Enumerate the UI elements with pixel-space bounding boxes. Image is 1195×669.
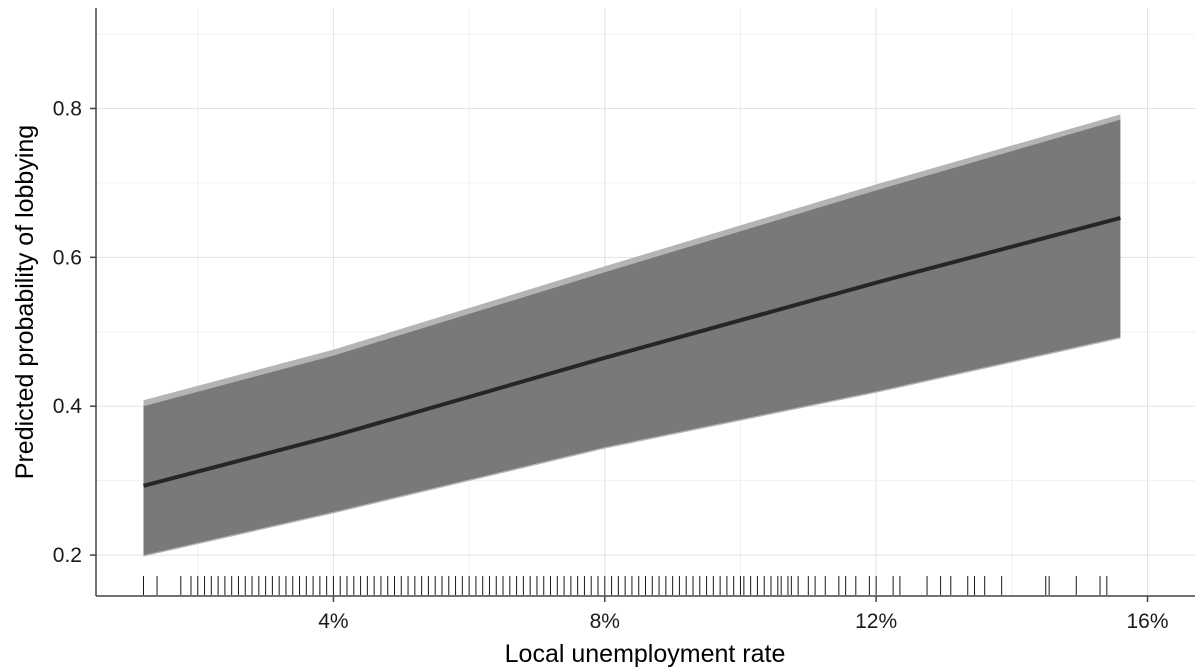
axes (90, 8, 1195, 602)
y-tick-label: 0.2 (53, 544, 82, 567)
x-tick-labels: 4% 8% 12% 16% (318, 610, 1168, 633)
rug-marks (142, 576, 1108, 595)
y-tick-label: 0.8 (53, 97, 82, 120)
x-tick-label: 4% (318, 610, 348, 633)
confidence-band-inner (143, 119, 1121, 556)
x-tick-label: 12% (855, 610, 897, 633)
x-tick-label: 16% (1126, 610, 1168, 633)
prediction-line-group (142, 215, 1121, 488)
y-tick-label: 0.6 (53, 246, 82, 269)
y-tick-labels: 0.2 0.4 0.6 0.8 (53, 97, 83, 567)
x-tick-label: 8% (590, 610, 620, 633)
y-tick-label: 0.4 (53, 395, 83, 418)
confidence-band (143, 114, 1121, 557)
y-axis-title: Predicted probability of lobbying (11, 125, 39, 479)
prediction-line (142, 215, 1121, 488)
x-axis-title: Local unemployment rate (505, 640, 786, 668)
